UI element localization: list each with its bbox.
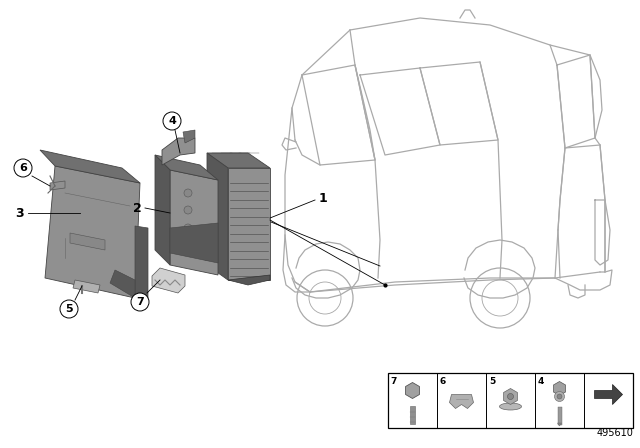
- Text: 6: 6: [19, 163, 27, 173]
- Polygon shape: [595, 384, 623, 405]
- Polygon shape: [155, 155, 170, 265]
- Circle shape: [557, 394, 562, 399]
- Polygon shape: [406, 383, 419, 399]
- Text: 495610: 495610: [596, 428, 633, 438]
- Text: 2: 2: [132, 202, 141, 215]
- Circle shape: [184, 206, 192, 214]
- Polygon shape: [207, 153, 270, 168]
- Circle shape: [60, 300, 78, 318]
- Polygon shape: [449, 395, 474, 409]
- Polygon shape: [45, 166, 140, 298]
- Bar: [388, 373, 633, 428]
- Polygon shape: [170, 223, 218, 263]
- Polygon shape: [110, 270, 135, 298]
- Circle shape: [184, 189, 192, 197]
- Polygon shape: [205, 253, 212, 260]
- Polygon shape: [554, 382, 566, 396]
- Text: 1: 1: [319, 191, 328, 204]
- Circle shape: [508, 393, 513, 400]
- Text: 5: 5: [65, 304, 73, 314]
- Polygon shape: [40, 150, 140, 183]
- Text: 7: 7: [136, 297, 144, 307]
- Polygon shape: [155, 155, 218, 180]
- Polygon shape: [183, 130, 195, 143]
- Bar: [557, 407, 561, 425]
- Text: 4: 4: [538, 376, 544, 385]
- Circle shape: [163, 112, 181, 130]
- Polygon shape: [73, 280, 100, 293]
- Circle shape: [184, 224, 192, 232]
- Polygon shape: [152, 268, 185, 293]
- Ellipse shape: [499, 403, 522, 410]
- Polygon shape: [170, 170, 218, 275]
- Circle shape: [554, 392, 564, 401]
- Text: 5: 5: [489, 376, 495, 385]
- Polygon shape: [207, 153, 228, 280]
- Polygon shape: [162, 138, 195, 165]
- Polygon shape: [70, 233, 105, 250]
- Polygon shape: [228, 275, 270, 285]
- Polygon shape: [135, 226, 148, 300]
- Polygon shape: [50, 181, 65, 190]
- Bar: [410, 406, 415, 424]
- Text: 6: 6: [440, 376, 446, 385]
- Polygon shape: [504, 388, 517, 405]
- Circle shape: [184, 239, 192, 247]
- Polygon shape: [557, 423, 561, 426]
- Text: 7: 7: [390, 376, 397, 385]
- Text: 4: 4: [168, 116, 176, 126]
- Text: 3: 3: [16, 207, 24, 220]
- Circle shape: [14, 159, 32, 177]
- Polygon shape: [228, 168, 270, 280]
- Circle shape: [131, 293, 149, 311]
